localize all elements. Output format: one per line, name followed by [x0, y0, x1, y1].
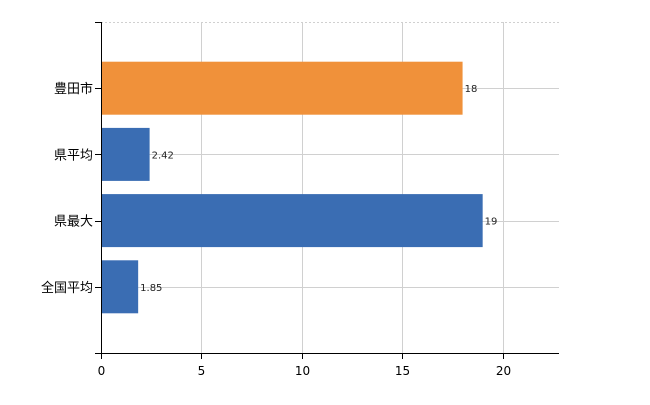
y-tick-label: 県平均	[54, 148, 93, 163]
x-tick-label: 20	[496, 364, 511, 378]
bar	[101, 194, 483, 248]
data-label: 2.42	[152, 150, 174, 161]
x-tick-label: 5	[198, 364, 206, 378]
y-tick-label: 豊田市	[54, 81, 93, 97]
data-label: 18	[465, 84, 478, 95]
x-tick-label: 0	[98, 364, 106, 378]
data-label: 19	[485, 217, 498, 228]
bar	[101, 260, 139, 314]
x-tick-label: 10	[295, 364, 310, 378]
x-tick-label: 15	[395, 364, 410, 378]
data-label: 1.85	[140, 283, 162, 294]
y-tick-label: 全国平均	[41, 280, 93, 296]
bar	[101, 61, 463, 115]
bar	[101, 127, 150, 181]
y-tick-label: 県最大	[54, 215, 93, 230]
